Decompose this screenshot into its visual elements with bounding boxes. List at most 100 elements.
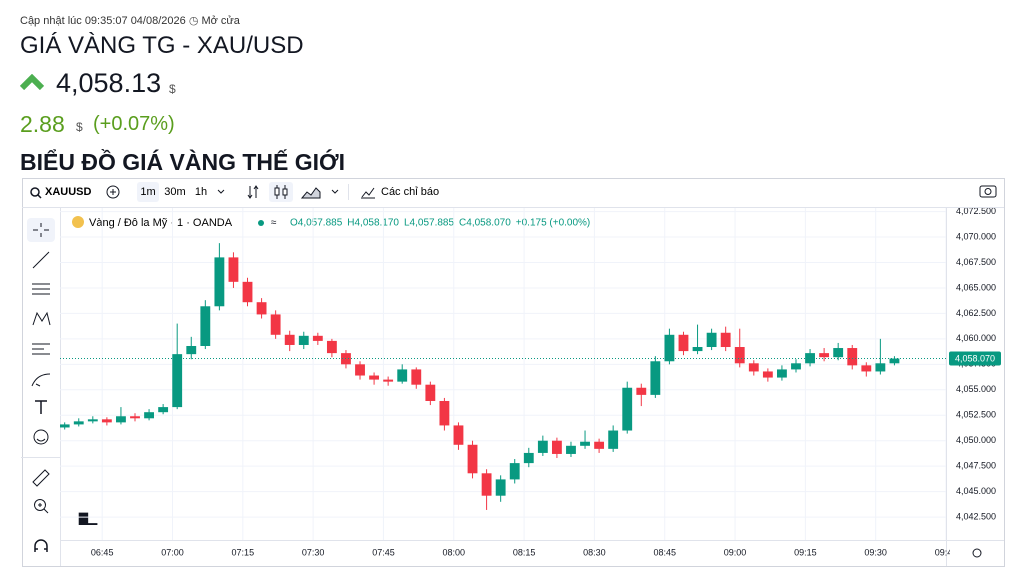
- candle-body: [130, 416, 140, 419]
- section-title: BIỂU ĐỒ GIÁ VÀNG THẾ GIỚI: [20, 149, 346, 175]
- candle-body: [228, 257, 239, 282]
- legend-value: C4,058.070: [459, 218, 511, 229]
- candle-body: [706, 332, 717, 348]
- interval[interactable]: 30m: [164, 186, 185, 198]
- emoji-tool[interactable]: [33, 429, 49, 445]
- text-tool[interactable]: [35, 400, 47, 414]
- y-tick-label: 4,052.500: [956, 410, 996, 420]
- add-symbol-icon[interactable]: [106, 185, 120, 199]
- indicators-icon[interactable]: [361, 187, 375, 199]
- update-line: Cập nhật lúc 09:35:07 04/08/2026 ◷ Mở cử…: [20, 14, 240, 27]
- candle-body: [537, 440, 548, 453]
- legend-symbol: Vàng / Đô la Mỹ · 1 · OANDA: [89, 217, 233, 229]
- last-price-label: 4,058.070: [955, 353, 995, 363]
- ruler-tool[interactable]: [32, 469, 50, 487]
- candle-body: [312, 335, 323, 341]
- candle-body: [875, 363, 886, 372]
- y-tick-label: 4,072.500: [956, 206, 996, 216]
- magnet-tool[interactable]: [34, 539, 48, 552]
- market-open-dot: [258, 220, 264, 226]
- candle-body: [439, 400, 450, 426]
- candle-body: [326, 340, 337, 354]
- snapshot-lens: [984, 188, 992, 195]
- plot-area: [60, 208, 946, 540]
- candle-body: [369, 375, 380, 380]
- candle-body: [467, 444, 478, 474]
- y-tick-label: 4,045.000: [956, 486, 996, 496]
- y-tick-label: 4,042.500: [956, 511, 996, 521]
- x-tick-label: 09:00: [724, 547, 747, 557]
- crosshair-tool[interactable]: [33, 223, 49, 237]
- y-tick-label: 4,055.000: [956, 384, 996, 394]
- y-tick-label: 4,062.500: [956, 308, 996, 318]
- x-tick-label: 09:30: [864, 547, 887, 557]
- candle-body: [256, 302, 267, 315]
- legend-value: L4,057.885: [404, 218, 454, 229]
- candle-body: [636, 387, 647, 395]
- legend-value: O4,057.885: [290, 218, 343, 229]
- trendline-tool[interactable]: [32, 251, 50, 269]
- candle-body: [481, 473, 492, 496]
- candle-body: [580, 441, 590, 446]
- legend-value: +0.175 (+0.00%): [516, 218, 591, 229]
- candle-body: [73, 421, 84, 425]
- candle-type-body: [274, 187, 280, 196]
- x-tick-label: 08:30: [583, 547, 606, 557]
- chart-type-dropdown[interactable]: [331, 189, 339, 194]
- candle-body: [453, 425, 464, 445]
- candle-body: [762, 371, 773, 378]
- change-percent: (+0.07%): [93, 113, 175, 135]
- page-title: GIÁ VÀNG TG - XAU/USD: [20, 32, 304, 59]
- candle-body: [101, 419, 112, 423]
- y-tick-label: 4,060.000: [956, 333, 996, 343]
- candle-body: [214, 257, 225, 307]
- snapshot-icon[interactable]: [979, 185, 997, 198]
- candle-body: [200, 306, 211, 346]
- y-tick-label: 4,067.500: [956, 257, 996, 267]
- compare-icon[interactable]: [247, 185, 259, 199]
- candle-body: [889, 358, 900, 364]
- interval-dropdown[interactable]: [217, 189, 225, 194]
- y-tick-label: 4,065.000: [956, 282, 996, 292]
- candle-body: [777, 369, 787, 378]
- market-status: Mở cửa: [201, 15, 240, 27]
- change-unit: $: [76, 120, 83, 134]
- up-arrow-icon: [20, 74, 44, 90]
- legend-values: O4,057.885 H4,058.170 L4,057.885 C4,058.070…: [290, 218, 590, 229]
- x-tick-label: 08:15: [513, 547, 536, 557]
- updated-time: Cập nhật lúc 09:35:07 04/08/2026: [20, 15, 186, 27]
- fib-tool[interactable]: [32, 283, 50, 295]
- prediction-tool[interactable]: [32, 343, 50, 355]
- settings-icon[interactable]: [972, 548, 982, 558]
- candle-body: [622, 387, 633, 431]
- x-tick-label: 09:45: [935, 547, 958, 557]
- legend-icon: ≈: [271, 218, 277, 229]
- candle-body: [678, 334, 689, 352]
- candle-body: [87, 419, 98, 422]
- brush-tool[interactable]: [31, 373, 51, 387]
- tradingview-logo[interactable]: ▇▁: [78, 511, 98, 525]
- pattern-tool[interactable]: [32, 311, 51, 326]
- candle-body: [284, 334, 295, 345]
- candle-body: [833, 348, 844, 358]
- interval[interactable]: 1h: [195, 186, 207, 198]
- candle-body: [411, 369, 422, 385]
- candle-body: [608, 430, 619, 449]
- y-tick-label: 4,070.000: [956, 231, 996, 241]
- indicators-button[interactable]: Các chỉ báo: [381, 186, 439, 198]
- price: 4,058.13: [56, 68, 162, 98]
- last-price-tag: [949, 351, 1001, 366]
- up-arrow: [20, 74, 44, 90]
- interval[interactable]: 1m: [140, 186, 155, 198]
- candle-body: [509, 463, 520, 480]
- area-type-icon[interactable]: [300, 187, 321, 199]
- symbol-logo: [72, 216, 84, 228]
- tool-active-bg: [27, 218, 55, 242]
- zoom-tool-handle: [38, 503, 49, 514]
- emoji-smile: [36, 438, 46, 442]
- candle-body: [355, 364, 365, 376]
- search-icon[interactable]: [30, 187, 40, 197]
- symbol[interactable]: XAUUSD: [45, 186, 92, 198]
- zoom-tool[interactable]: [34, 499, 46, 511]
